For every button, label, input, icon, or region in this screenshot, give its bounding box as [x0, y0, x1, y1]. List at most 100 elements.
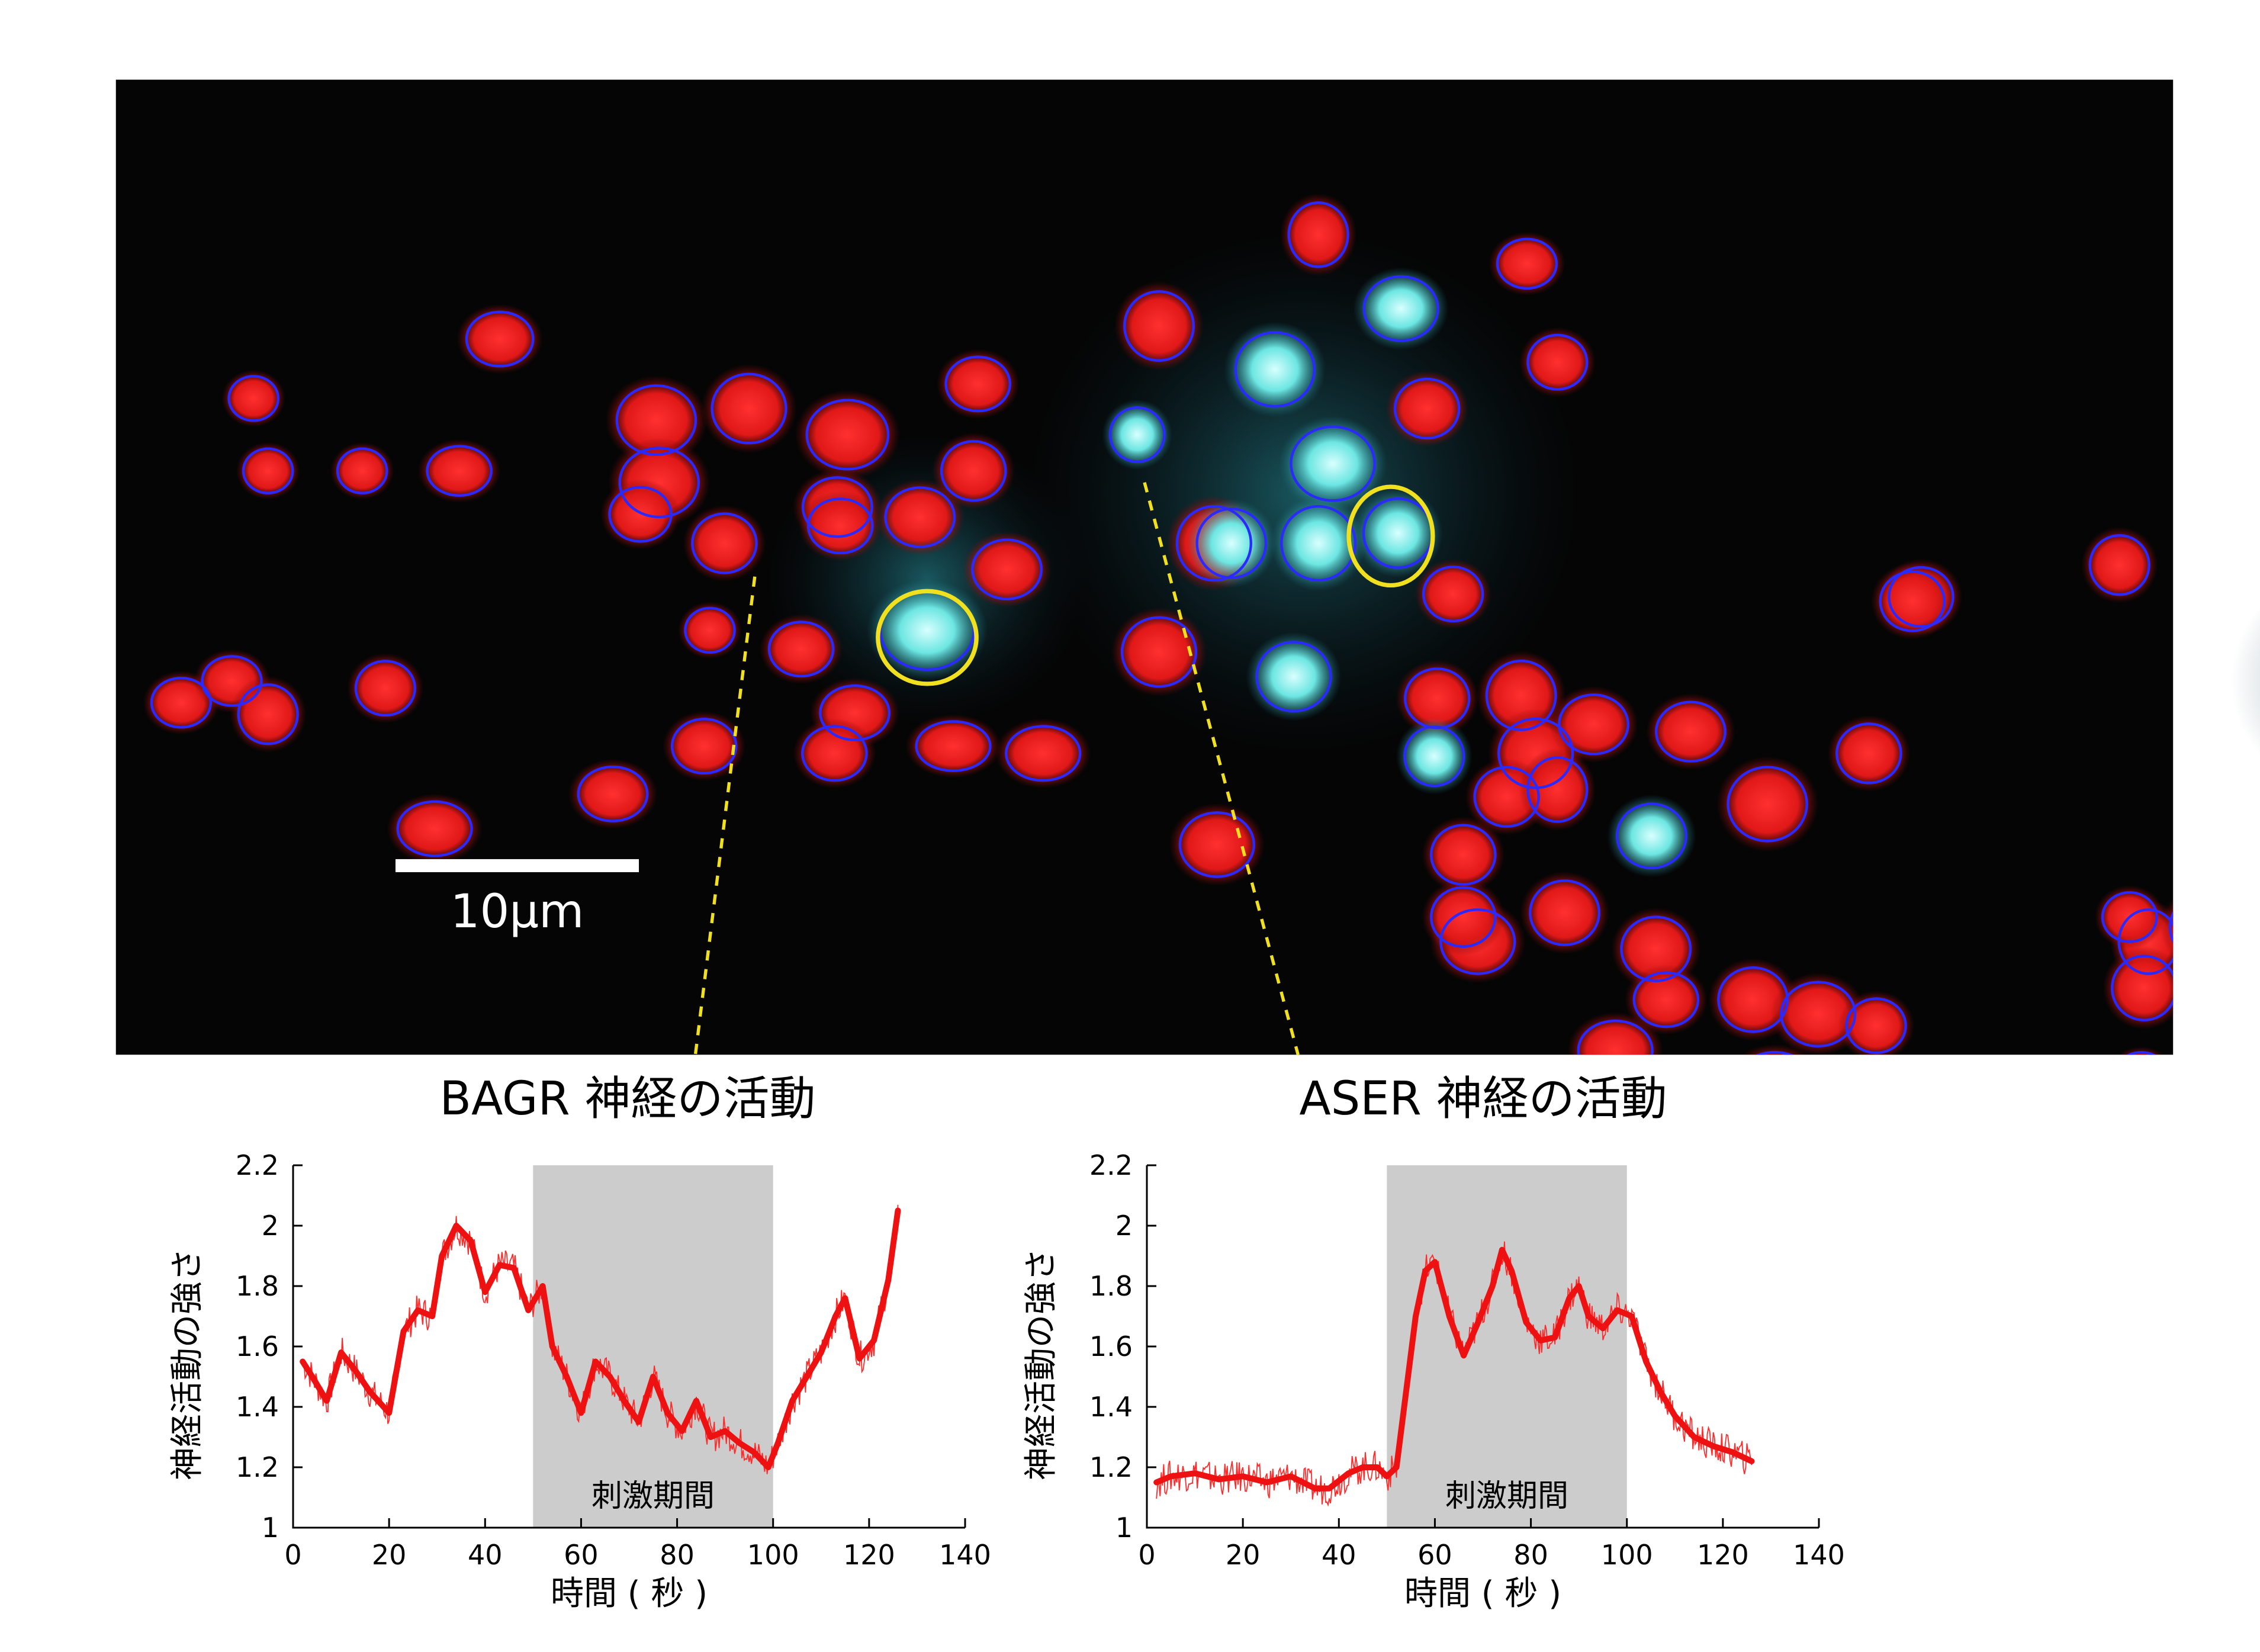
- red-cell: [936, 349, 1020, 419]
- red-cell: [347, 653, 424, 724]
- red-cell: [1422, 817, 1505, 894]
- roi-outline: [1429, 886, 1497, 948]
- roi-outline: [1439, 908, 1516, 975]
- roi-outline: [1255, 641, 1332, 713]
- roi-outline: [1529, 879, 1600, 946]
- roi-outline: [1526, 756, 1589, 823]
- roi-outline: [618, 446, 700, 519]
- y-tick-label: 1: [262, 1512, 279, 1544]
- cyan-cell: [1246, 632, 1342, 722]
- red-cell: [799, 490, 882, 561]
- red-cell: [2178, 1032, 2242, 1083]
- x-tick-label: 0: [1138, 1539, 1155, 1571]
- roi-outline: [1496, 237, 1558, 290]
- x-tick-label: 60: [564, 1539, 599, 1571]
- red-cell: [701, 364, 797, 454]
- roi-outline: [1422, 565, 1484, 623]
- red-cell: [1519, 748, 1596, 831]
- red-cell: [1414, 558, 1491, 629]
- roi-outline: [684, 606, 736, 654]
- y-tick-label: 2.2: [236, 1149, 279, 1181]
- red-cell: [236, 442, 300, 500]
- y-tick-label: 1: [1115, 1512, 1133, 1544]
- chart-aser: 刺激期間 0 20 40 60 80 100 120 140 1 1.2 1.4 1.6 1.8 2 2.2 時…: [1022, 1149, 1845, 1613]
- roi-outline: [1195, 507, 1268, 579]
- red-cell: [683, 504, 766, 582]
- red-cell: [2118, 1046, 2165, 1055]
- roi-outline: [884, 486, 956, 548]
- roi-outline: [1290, 425, 1376, 502]
- cyan-cell: [1353, 488, 1443, 578]
- x-tick-label: 80: [1513, 1539, 1548, 1571]
- red-cell: [1169, 803, 1265, 886]
- micrograph-panel: 10μm: [115, 79, 2260, 1231]
- cyan-cell: [1396, 718, 1473, 795]
- roi-outline: [1175, 504, 1253, 582]
- y-tick-label: 1.4: [1089, 1391, 1133, 1423]
- cyan-cell: [1353, 267, 1449, 351]
- roi-outline: [1178, 811, 1255, 878]
- roi-outline: [805, 398, 890, 471]
- red-cell: [1740, 1044, 1809, 1055]
- red-cell: [2081, 526, 2158, 603]
- roi-outline: [806, 497, 874, 555]
- scale-bar-line: [395, 859, 639, 872]
- roi-outline: [940, 440, 1007, 502]
- y-tick-label: 1.8: [236, 1270, 279, 1302]
- roi-outline: [1654, 700, 1727, 763]
- x-tick-label: 20: [372, 1539, 407, 1571]
- red-cell: [2254, 1174, 2260, 1231]
- series-line: [1153, 1246, 1755, 1492]
- red-cell: [875, 478, 965, 556]
- cell-layer: [143, 193, 2260, 1231]
- roi-outline: [801, 476, 873, 538]
- roi-outline: [1473, 766, 1540, 828]
- x-tick-label: 140: [939, 1539, 991, 1571]
- connector-line-bagr: [693, 576, 757, 1055]
- roi-outline: [227, 375, 279, 422]
- roi-outline: [1362, 275, 1439, 342]
- highlighted-roi: [1346, 484, 1435, 588]
- red-cell: [387, 793, 483, 864]
- red-cell: [230, 676, 307, 753]
- x-tick-label: 40: [1322, 1539, 1356, 1571]
- red-cell: [2103, 946, 2174, 1030]
- red-cell: [600, 479, 680, 549]
- roi-outline: [1835, 722, 1902, 785]
- y-tick-label: 1.2: [1089, 1451, 1133, 1483]
- chart-bagr: 刺激期間 0 20 40 60 80 100 120 140 1 1.2 1.4 1.6 1.8 2 2.2 時…: [168, 1149, 991, 1613]
- stimulus-label: 刺激期間: [591, 1479, 715, 1514]
- y-tick-label: 1.2: [236, 1451, 279, 1483]
- x-tick-label: 80: [660, 1539, 695, 1571]
- x-tick-label: 100: [1601, 1539, 1653, 1571]
- roi-outline: [1632, 971, 1700, 1029]
- x-tick-label: 40: [468, 1539, 503, 1571]
- roi-outline: [1620, 915, 1692, 982]
- roi-outline: [2088, 534, 2150, 596]
- stimulus-band: [533, 1165, 773, 1528]
- roi-outline: [1780, 981, 1857, 1048]
- roi-outline: [670, 718, 738, 775]
- cyan-cell: [1187, 499, 1277, 588]
- x-tick-label: 60: [1417, 1539, 1452, 1571]
- roi-outline: [1756, 1050, 1794, 1055]
- red-cell: [330, 442, 394, 500]
- highlighted-roi: [876, 589, 979, 686]
- stimulus-label: 刺激期間: [1445, 1479, 1568, 1514]
- red-cell: [1870, 563, 1954, 640]
- red-cell: [905, 714, 1001, 778]
- y-tick-label: 1.6: [1089, 1330, 1133, 1362]
- panel-title-bagr: BAGR 神経の活動: [440, 1072, 816, 1126]
- roi-outline: [767, 621, 835, 678]
- roi-outline: [608, 486, 673, 543]
- roi-outline: [2101, 891, 2158, 943]
- cyan-cell: [1278, 416, 1387, 512]
- stimulus-band: [1387, 1165, 1627, 1528]
- roi-outline-layer: [150, 201, 2174, 1055]
- x-tick-label: 140: [1793, 1539, 1845, 1571]
- scale-bar: 10μm: [395, 859, 639, 939]
- red-cell: [221, 369, 286, 428]
- roi-outline: [2111, 954, 2174, 1021]
- roi-outline: [1526, 333, 1589, 391]
- red-cell: [1114, 281, 1204, 371]
